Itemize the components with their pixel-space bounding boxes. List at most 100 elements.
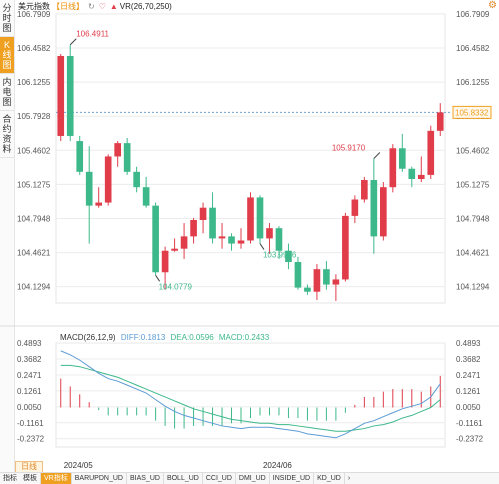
last-price-badge	[452, 105, 492, 119]
candle-body	[57, 56, 65, 136]
candle-body	[361, 180, 368, 200]
macd-tick-left: 0.4893	[17, 339, 42, 348]
macd-tick-left: -0.1161	[17, 419, 44, 428]
candle-body	[180, 236, 188, 249]
tab-indicators[interactable]: 指标	[3, 475, 17, 482]
indicator-kd[interactable]: KD_UD	[313, 473, 344, 484]
indicator-barupdn[interactable]: BARUPDN_UD	[70, 473, 126, 484]
low-annotation: 104.0779	[159, 282, 193, 291]
candle-body	[114, 143, 121, 157]
candle-body	[256, 197, 264, 239]
candle-body	[436, 112, 444, 131]
candle-body	[417, 174, 425, 179]
candle-body	[294, 262, 302, 288]
candle-body	[190, 219, 197, 237]
x-axis-label: 2024/06	[263, 461, 292, 470]
candle-body	[237, 240, 245, 244]
annotation-leader	[373, 152, 381, 159]
macd-tick-left: 0.0050	[17, 403, 42, 412]
candle-body	[247, 197, 254, 241]
indicator-inside[interactable]: INSIDE_UD	[268, 473, 313, 484]
sidebar-item-timeshare[interactable]: 分时图	[0, 0, 14, 37]
macd-tick-right: -0.1161	[456, 419, 483, 428]
indicator-cci[interactable]: CCI_UD	[201, 473, 235, 484]
low-annotation: 103.9926	[263, 251, 297, 260]
tab-templates[interactable]: 模板	[23, 475, 37, 482]
last-price-badge-text: 105.8332	[455, 108, 489, 117]
candle-body	[161, 250, 169, 273]
x-axis-label: 2024/05	[64, 461, 93, 470]
period-label[interactable]: 【日线】	[52, 2, 84, 11]
indicator-bias[interactable]: BIAS_UD	[125, 473, 163, 484]
candle-body	[104, 156, 112, 203]
price-tick-right: 106.4582	[456, 44, 490, 53]
indicator-boll[interactable]: BOLL_UD	[162, 473, 202, 484]
macd-diff-label: DIFF:0.1813	[120, 333, 166, 342]
candle-body	[427, 130, 435, 175]
price-tick-left: 104.4621	[17, 249, 51, 258]
symbol-name: 美元指数	[18, 2, 50, 11]
candle-body	[408, 168, 416, 179]
triangle-icon[interactable]: ▲	[109, 2, 118, 11]
macd-header: MACD(26,12,9) DIFF:0.1813 DEA:0.0596 MAC…	[60, 333, 272, 343]
price-tick-left: 105.4602	[17, 146, 51, 155]
sidebar-item-internal[interactable]: 内电图	[0, 74, 14, 111]
annotation-leader	[69, 38, 77, 46]
candle-body	[266, 228, 273, 239]
macd-tick-right: 0.3682	[456, 355, 481, 364]
price-panel-frame	[55, 13, 446, 304]
macd-tick-right: 0.0050	[456, 403, 481, 412]
candle-body	[66, 56, 74, 136]
candle-body	[389, 148, 397, 188]
macd-dea-label: DEA:0.0596	[170, 333, 214, 342]
candle-body	[380, 187, 387, 237]
indicator-more-arrow[interactable]: ›	[343, 473, 353, 484]
high-annotation: 105.9170	[332, 144, 366, 153]
candle-body	[133, 171, 140, 188]
price-tick-right: 105.1275	[456, 180, 490, 189]
price-tick-left: 105.7928	[17, 112, 51, 121]
macd-tick-right: 0.1261	[456, 387, 481, 396]
indicator-dmi[interactable]: DMI_UD	[234, 473, 269, 484]
price-tick-right: 105.4602	[456, 146, 490, 155]
gear-icon[interactable]: ⚙	[488, 0, 497, 11]
indicator-vr[interactable]: VR指标	[40, 473, 71, 484]
candle-body	[199, 207, 207, 220]
sidebar-item-kline[interactable]: K线图	[0, 37, 14, 74]
candle-body	[313, 269, 321, 292]
macd-tick-left: -0.2372	[17, 435, 45, 444]
price-tick-left: 106.4582	[17, 44, 51, 53]
indicator-bar: 指标 模板 VR指标 BARUPDN_UD BIAS_UD BOLL_UD CCI_UD DM…	[0, 472, 499, 484]
chart-header: 美元指数 【日线】 ↻ ♡ ▲ VR(26,70,250)	[18, 1, 172, 13]
candle-body	[142, 187, 150, 206]
vr-indicator-label[interactable]: VR(26,70,250)	[119, 2, 172, 11]
refresh-icon[interactable]: ↻	[88, 2, 95, 11]
price-tick-right: 104.4621	[456, 249, 490, 258]
macd-tick-left: 0.3682	[17, 355, 42, 364]
candle-body	[332, 279, 340, 285]
macd-value-label: MACD:0.2433	[218, 333, 270, 342]
macd-title: MACD(26,12,9)	[60, 333, 116, 342]
candle-body	[304, 287, 311, 292]
macd-tick-right: 0.4893	[456, 339, 481, 348]
price-tick-left: 105.1275	[17, 180, 51, 189]
price-tick-right: 104.1294	[456, 283, 490, 292]
candle-body	[370, 180, 378, 237]
candle-body	[285, 250, 292, 263]
price-tick-right: 106.1255	[456, 78, 490, 87]
price-tick-left: 106.1255	[17, 78, 51, 87]
candle-body	[323, 269, 330, 285]
heart-icon[interactable]: ♡	[98, 2, 106, 11]
candle-body	[95, 202, 103, 206]
candle-body	[76, 141, 84, 172]
price-tick-left: 104.7948	[17, 214, 51, 223]
macd-tick-right: 0.2471	[456, 371, 481, 380]
sidebar-item-contract-info[interactable]: 合约资料	[0, 111, 14, 158]
candle-body	[275, 228, 283, 251]
candle-body	[152, 205, 159, 273]
price-tick-right: 104.7948	[456, 214, 490, 223]
candle-body	[351, 199, 359, 216]
price-tick-right: 106.7909	[456, 10, 490, 19]
macd-tick-left: 0.1261	[17, 387, 42, 396]
